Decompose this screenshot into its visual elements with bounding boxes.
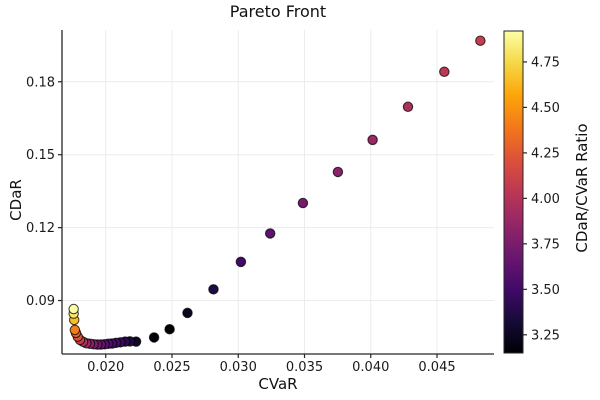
scatter-point — [439, 66, 450, 78]
x-tick-label: 0.035 — [286, 360, 323, 375]
x-tick-label: 0.045 — [418, 360, 455, 375]
scatter-point — [264, 228, 276, 239]
x-tick-label: 0.040 — [352, 360, 389, 375]
scatter-point — [402, 101, 414, 113]
colorbar-tick-label: 4.00 — [531, 192, 560, 207]
x-tick-label: 0.030 — [220, 360, 257, 375]
colorbar-tick-label: 4.75 — [531, 55, 560, 70]
y-tick-label: 0.18 — [26, 75, 55, 90]
scatter-point — [475, 35, 486, 46]
y-tick-label: 0.12 — [26, 221, 55, 236]
scatter-point — [297, 197, 309, 209]
colorbar-tick-label: 3.25 — [531, 328, 560, 343]
x-tick-label: 0.025 — [153, 360, 190, 375]
x-axis-label: CVaR — [258, 375, 298, 393]
colorbar-label: CDaR/CVaR Ratio — [573, 123, 591, 253]
y-axis-label: CDaR — [7, 179, 25, 221]
scatter-point — [332, 166, 344, 178]
scatter-point — [182, 307, 193, 319]
scatter-point — [69, 324, 81, 336]
chart-title: Pareto Front — [229, 2, 327, 21]
scatter-point — [164, 323, 175, 335]
scatter-point — [235, 256, 247, 268]
colorbar-tick-label: 3.50 — [531, 283, 560, 298]
y-tick-label: 0.09 — [26, 294, 55, 309]
colorbar-tick-label: 4.50 — [531, 101, 560, 116]
scatter-point — [148, 332, 160, 343]
scatter-point — [367, 134, 378, 146]
x-tick-label: 0.020 — [87, 360, 124, 375]
y-tick-label: 0.15 — [26, 148, 55, 163]
scatter-point — [68, 303, 79, 315]
colorbar-tick-label: 3.75 — [531, 237, 560, 252]
colorbar — [503, 30, 524, 354]
scatter-point — [208, 284, 219, 295]
colorbar-tick-label: 4.25 — [531, 146, 560, 161]
